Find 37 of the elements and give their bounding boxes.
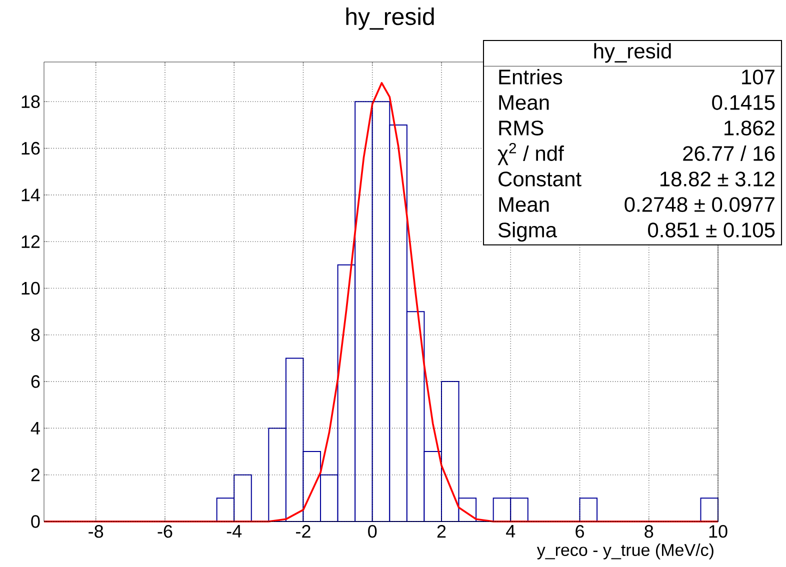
text: 1.862 — [724, 120, 774, 136]
x-tick-label: -4 — [226, 525, 242, 538]
x-tick-label: -2 — [296, 525, 310, 538]
annotation: 0.851 ± 0.105 — [648, 222, 775, 238]
y-tick-label: 2 — [31, 468, 40, 482]
y-tick-label: 8 — [31, 328, 40, 342]
annotation: 0.2748 ± 0.0977 — [624, 197, 774, 212]
y-tick-label: 10 — [22, 282, 40, 295]
y-tick-label: 4 — [30, 422, 40, 434]
annotation: 18.82 ± 3.12 — [660, 172, 774, 186]
annotation: hy_resid — [594, 43, 671, 63]
annotation: Entries — [499, 69, 562, 84]
y-tick-label: 16 — [22, 142, 40, 155]
x-tick-label: 4 — [506, 525, 516, 538]
x-tick-label: -6 — [158, 525, 172, 538]
y-tick-label: 18 — [22, 95, 40, 108]
chart-title: hy_resid — [346, 8, 434, 30]
y-tick-label: 12 — [22, 235, 40, 248]
x-tick-label: 8 — [644, 525, 654, 538]
x-axis-title: y_reco - y_true (MeV/c) — [536, 544, 714, 560]
x-tick-label: -8 — [88, 525, 104, 538]
annotation: χ$^{2}$ / ndf — [498, 142, 564, 166]
x-tick-label: 2 — [437, 525, 446, 538]
annotation: 26.77 / 16 — [683, 146, 775, 161]
annotation: RMS — [499, 120, 544, 136]
x-tick-label: 0 — [368, 525, 377, 538]
x-tick-label: 6 — [576, 525, 584, 538]
y-tick-label: 14 — [22, 188, 40, 202]
annotation: Mean — [499, 95, 549, 110]
annotation: Mean — [499, 197, 549, 212]
x-tick-label: 10 — [709, 525, 728, 538]
annotation: Constant — [498, 172, 582, 186]
annotation: Sigma — [498, 222, 558, 242]
annotation: 0.1415 — [712, 95, 775, 110]
text: 107 — [742, 70, 774, 84]
y-tick-label: 6 — [31, 375, 40, 388]
y-tick-label: 0 — [31, 515, 40, 528]
